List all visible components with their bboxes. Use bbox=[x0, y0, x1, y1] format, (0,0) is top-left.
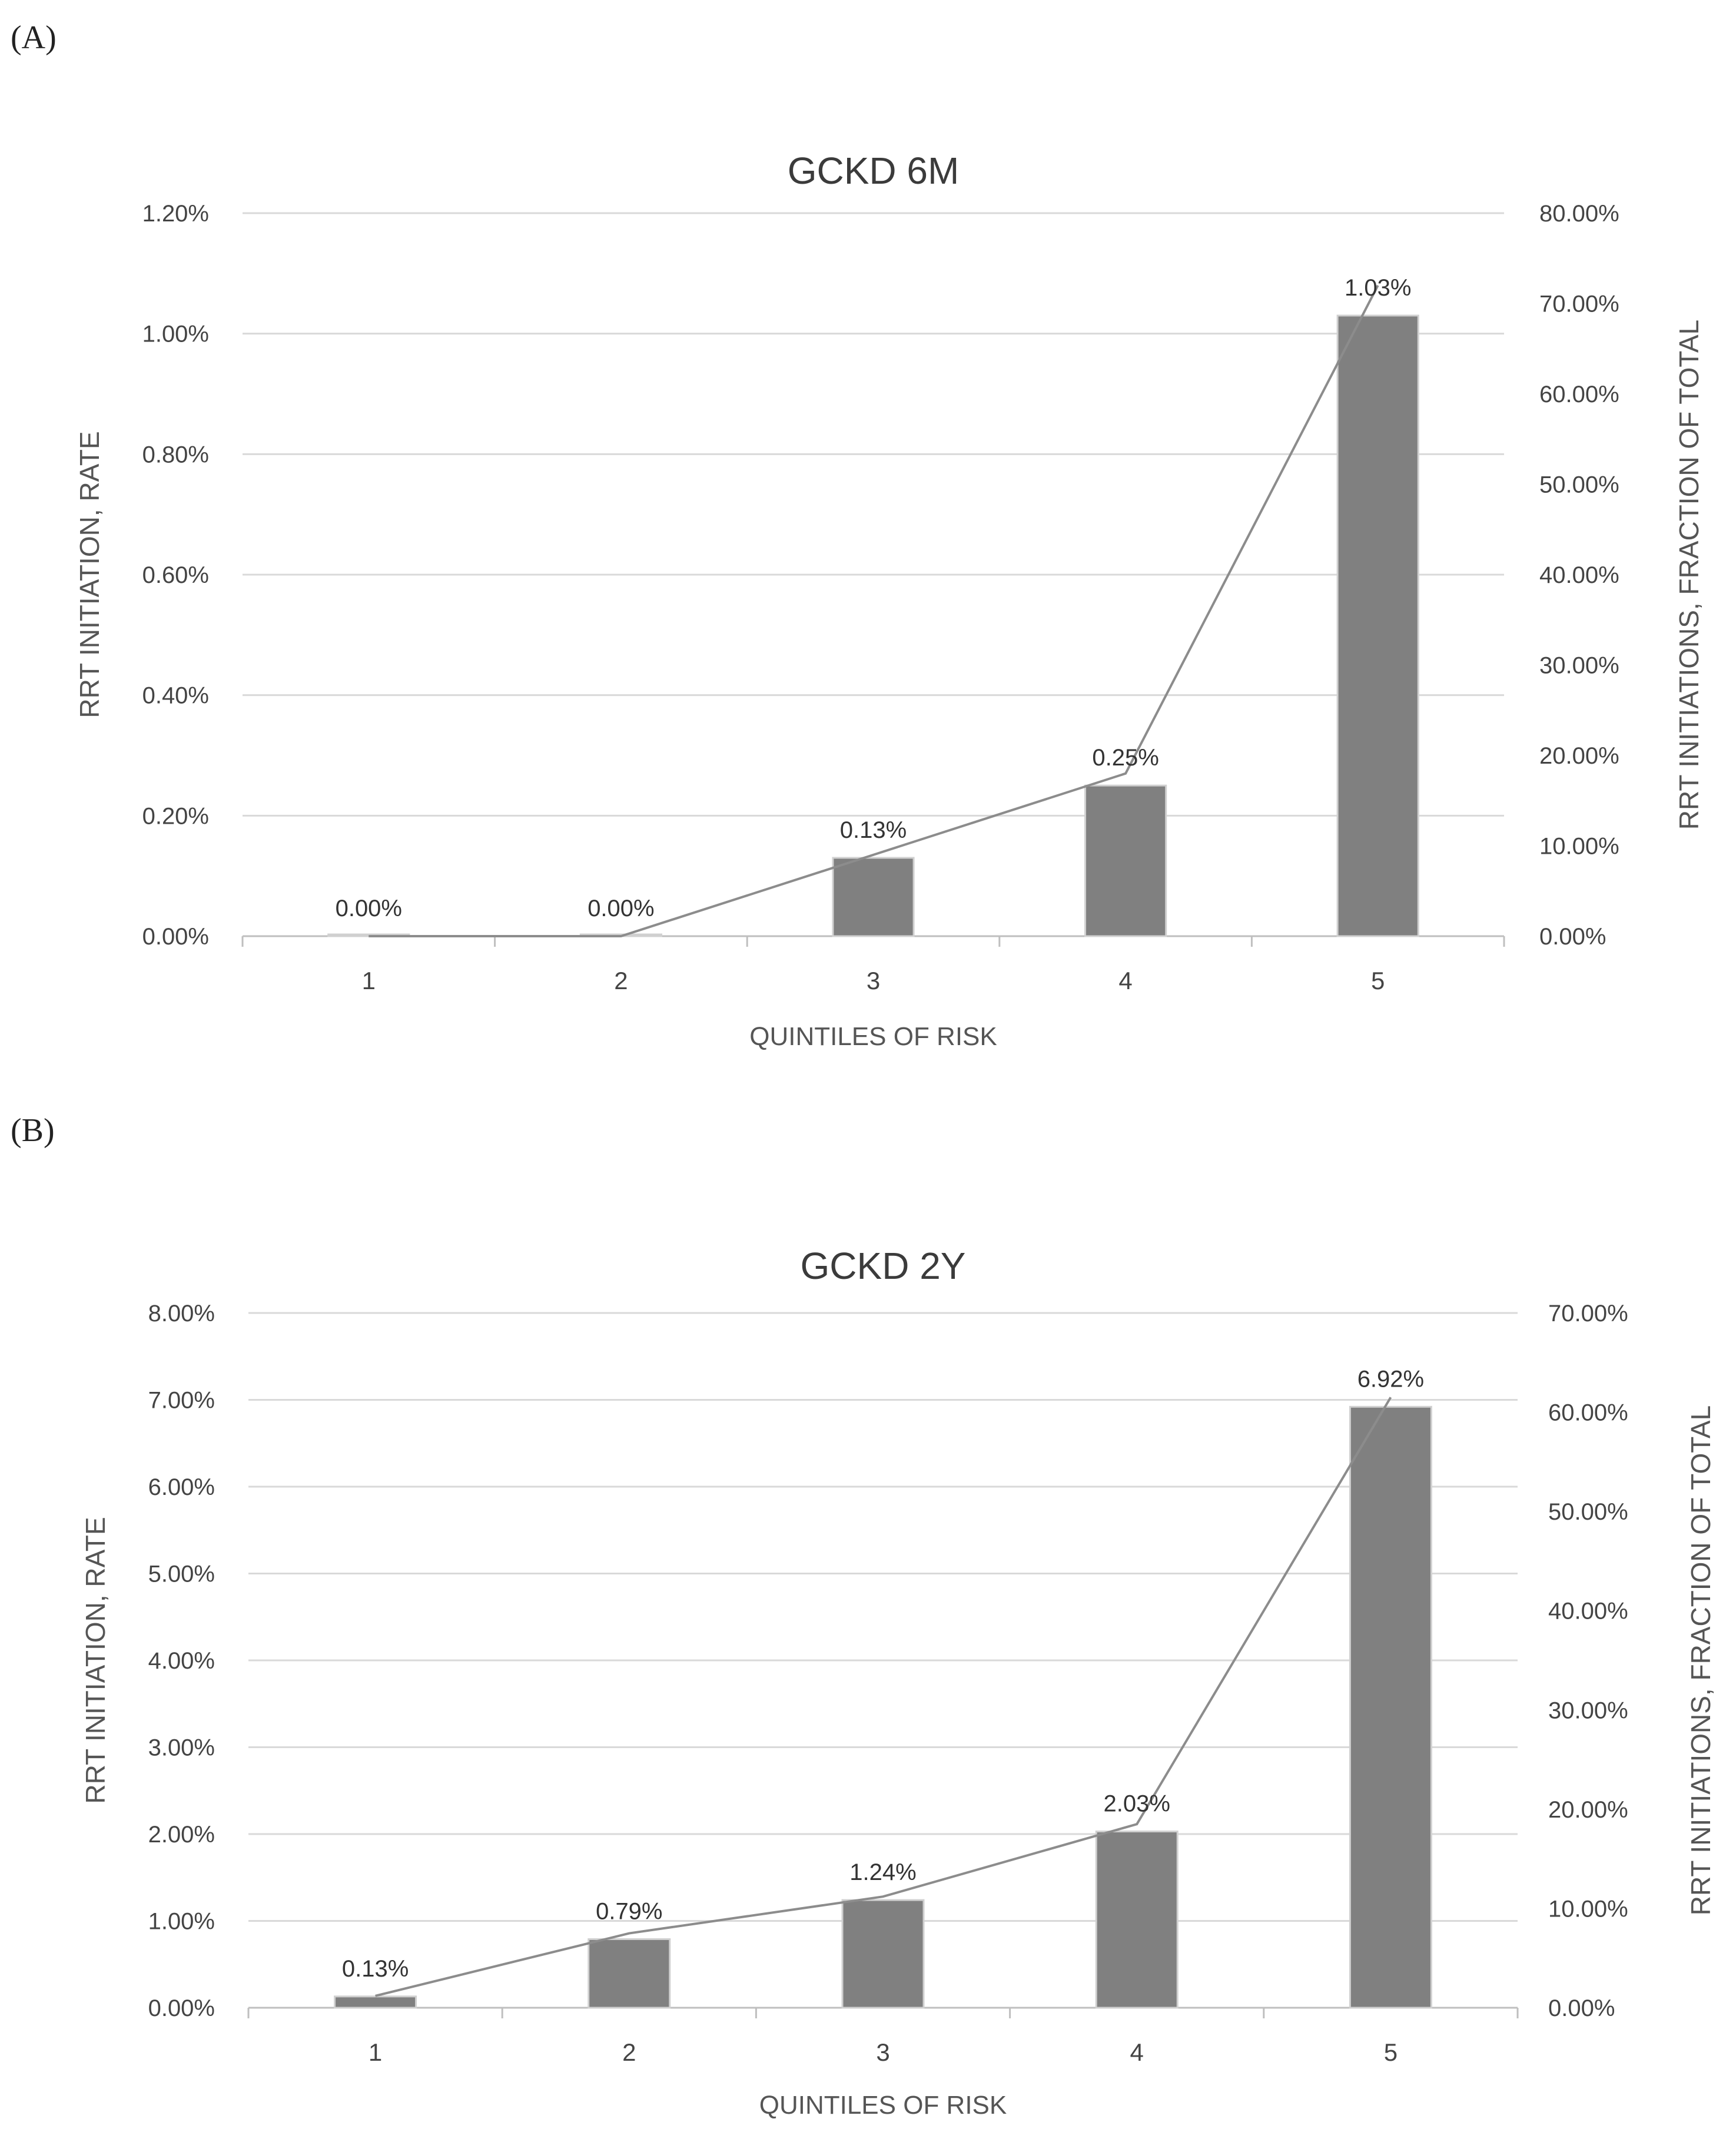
y-tick-label: 1.20% bbox=[142, 201, 209, 227]
y2-tick-label: 70.00% bbox=[1539, 291, 1619, 317]
x-tick-label: 3 bbox=[876, 2038, 889, 2066]
y2-tick-label: 40.00% bbox=[1539, 562, 1619, 588]
chart-panel-b: (B) GCKD 2Y 0.00% 1.00% 2.00% 3.00% 4.00% 5.00%… bbox=[11, 1112, 1716, 2120]
y-tick-label: 7.00% bbox=[148, 1388, 215, 1414]
y-axis-title: RRT INITIATION, RATE bbox=[80, 1517, 111, 1803]
x-axis-title: QUINTILES OF RISK bbox=[749, 1022, 997, 1051]
y2-axis-title: RRT INITIATIONS, FRACTION OF TOTAL bbox=[1674, 320, 1704, 830]
bar-4 bbox=[1084, 784, 1167, 937]
y-tick-label: 3.00% bbox=[148, 1735, 215, 1761]
y-tick-label: 1.00% bbox=[142, 321, 209, 347]
x-tick-label: 5 bbox=[1371, 967, 1385, 994]
bar-3 bbox=[832, 857, 915, 937]
data-label: 0.13% bbox=[342, 1956, 409, 1982]
x-tick-label: 5 bbox=[1384, 2038, 1398, 2066]
y-tick-label: 8.00% bbox=[148, 1301, 215, 1327]
data-label: 0.00% bbox=[336, 896, 402, 921]
x-tick-label: 2 bbox=[614, 967, 628, 994]
x-tick-label: 4 bbox=[1118, 967, 1132, 994]
data-label: 0.25% bbox=[1092, 745, 1159, 771]
x-tick-label: 1 bbox=[369, 2038, 382, 2066]
y2-axis-title: RRT INITIATIONS, FRACTION OF TOTAL bbox=[1685, 1405, 1716, 1915]
y2-tick-label: 50.00% bbox=[1539, 472, 1619, 498]
y2-tick-label: 20.00% bbox=[1548, 1797, 1628, 1823]
y2-tick-label: 10.00% bbox=[1548, 1896, 1628, 1922]
y2-tick-label: 70.00% bbox=[1548, 1301, 1628, 1327]
y-tick-label: 0.60% bbox=[142, 562, 209, 588]
data-label: 1.24% bbox=[849, 1859, 916, 1885]
bar-5 bbox=[1349, 1405, 1432, 2009]
x-tick-label: 1 bbox=[362, 967, 376, 994]
data-label: 0.13% bbox=[840, 817, 907, 843]
y2-tick-label: 30.00% bbox=[1539, 653, 1619, 679]
y-tick-label: 1.00% bbox=[148, 1909, 215, 1935]
y2-tick-label: 20.00% bbox=[1539, 743, 1619, 769]
y2-tick-label: 30.00% bbox=[1548, 1697, 1628, 1723]
panel-label: (B) bbox=[11, 1112, 55, 1149]
y2-tick-label: 60.00% bbox=[1548, 1400, 1628, 1426]
y-tick-label: 0.20% bbox=[142, 803, 209, 829]
bar-3 bbox=[841, 1899, 925, 2009]
y-tick-label: 4.00% bbox=[148, 1648, 215, 1674]
data-label: 0.79% bbox=[596, 1898, 662, 1924]
y2-tick-label: 40.00% bbox=[1548, 1599, 1628, 1624]
x-tick-label: 3 bbox=[867, 967, 880, 994]
x-axis-title: QUINTILES OF RISK bbox=[759, 2091, 1007, 2120]
y-tick-label: 5.00% bbox=[148, 1561, 215, 1587]
x-tick-label: 2 bbox=[622, 2038, 636, 2066]
y-axis-title: RRT INITIATION, RATE bbox=[74, 431, 105, 718]
y2-tick-label: 10.00% bbox=[1539, 834, 1619, 860]
y2-tick-label: 60.00% bbox=[1539, 382, 1619, 407]
y-tick-label: 0.80% bbox=[142, 442, 209, 467]
y-tick-label: 0.40% bbox=[142, 683, 209, 709]
data-label: 6.92% bbox=[1357, 1366, 1424, 1392]
x-tick-label: 4 bbox=[1130, 2038, 1144, 2066]
data-label: 0.00% bbox=[587, 896, 654, 921]
chart-title: GCKD 2Y bbox=[801, 1245, 966, 1287]
bar-2 bbox=[587, 1938, 671, 2009]
y-tick-label: 0.00% bbox=[142, 924, 209, 950]
y2-tick-label: 0.00% bbox=[1548, 1995, 1615, 2021]
chart-title: GCKD 6M bbox=[788, 150, 960, 192]
bar-1 bbox=[334, 1995, 417, 2009]
chart-panel-a: (A) GCKD 6M 0.00% 0.20% 0.40% 0.60% 0.80% 1.00%… bbox=[11, 19, 1704, 1051]
data-label: 2.03% bbox=[1103, 1791, 1170, 1817]
y-tick-label: 2.00% bbox=[148, 1822, 215, 1848]
y2-tick-label: 0.00% bbox=[1539, 924, 1606, 950]
bar-4 bbox=[1095, 1831, 1179, 2009]
bar-5 bbox=[1336, 314, 1419, 937]
data-label: 1.03% bbox=[1345, 275, 1411, 301]
y-tick-label: 6.00% bbox=[148, 1474, 215, 1500]
panel-label: (A) bbox=[11, 19, 57, 56]
y-tick-label: 0.00% bbox=[148, 1995, 215, 2021]
y2-tick-label: 80.00% bbox=[1539, 201, 1619, 227]
y2-tick-label: 50.00% bbox=[1548, 1499, 1628, 1525]
